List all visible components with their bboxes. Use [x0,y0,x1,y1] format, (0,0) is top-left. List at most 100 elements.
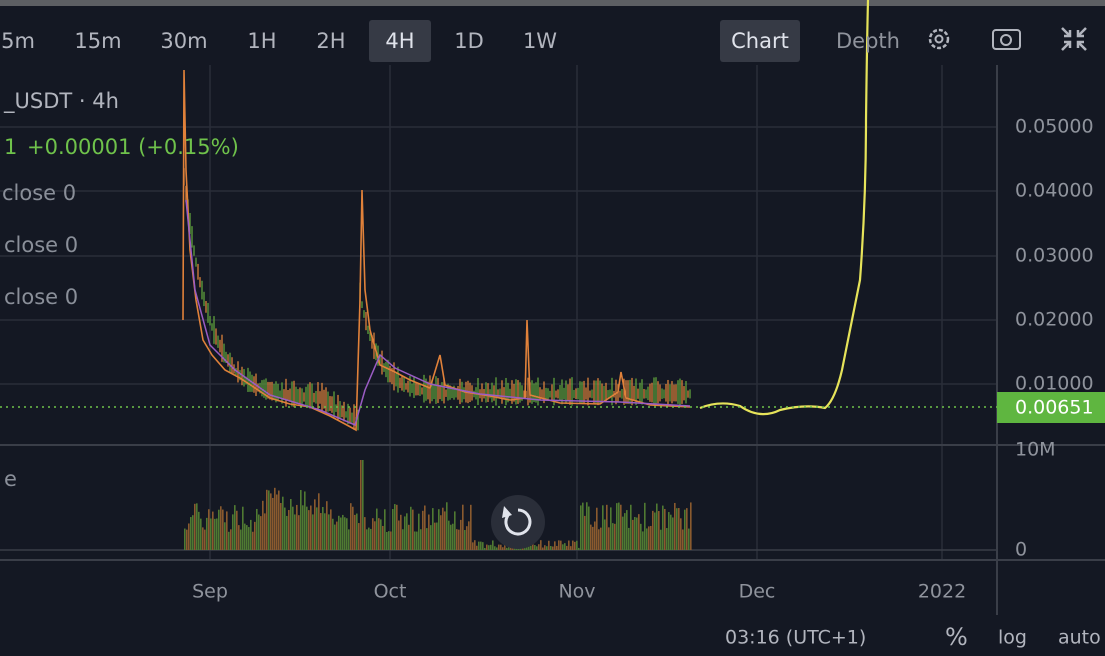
volume-bar [330,509,332,550]
volume-bar [540,540,542,550]
volume-bar [304,491,306,550]
time-tick-label: Sep [192,581,228,603]
change-value: +0.00001 (+0.15%) [27,135,239,159]
volume-bar [664,508,666,550]
volume-bar [292,506,294,550]
volume-bar [278,490,280,550]
volume-bar [460,519,462,550]
indicator-label: close 0 [4,285,78,309]
volume-bar [236,510,238,550]
settings-icon[interactable] [928,28,950,50]
volume-bar [572,540,574,550]
volume-tick-label: 10M [1015,439,1056,461]
time-tick-label: 2022 [918,581,966,603]
footer-time: 03:16 (UTC+1) [725,627,866,649]
volume-bar [264,513,266,550]
volume-bar [272,497,274,550]
volume-bar [300,489,302,550]
interval-button[interactable]: 2H [316,29,345,53]
volume-bar [590,524,592,550]
interval-button[interactable]: 1D [454,29,484,53]
volume-bar [274,487,276,550]
view-button[interactable]: Chart [731,29,789,53]
volume-bar [310,505,312,550]
footer-percent[interactable]: % [945,623,968,651]
volume-bar [660,529,662,550]
volume-bar [496,547,498,550]
volume-bar [552,546,554,550]
collapse-icon[interactable] [1061,27,1087,51]
volume-bar [296,504,298,550]
volume-bar [254,521,256,550]
replay-button-bg[interactable] [491,495,545,549]
volume-bar [260,516,262,550]
volume-bar [198,511,200,550]
interval-button[interactable]: 15m [74,29,121,53]
interval-button[interactable]: 1H [247,29,276,53]
volume-bar [506,547,508,550]
volume-bar [268,490,270,550]
volume-bar [644,502,646,550]
volume-bar [542,547,544,550]
volume-bar [196,503,198,550]
volume-bar [610,507,612,550]
volume-bar [214,518,216,550]
volume-bar [432,508,434,550]
volume-bar [564,543,566,550]
volume-bar [586,502,588,550]
volume-bar [418,513,420,550]
time-tick-label: Nov [558,581,595,603]
volume-bar [436,522,438,550]
volume-bar [234,505,236,550]
replay-button[interactable] [491,495,545,549]
volume-bar [266,489,268,550]
volume-bar [452,523,454,550]
volume-bar [320,513,322,550]
screenshot-icon[interactable] [992,29,1021,50]
volume-bar [420,529,422,550]
interval-button[interactable]: 30m [160,29,207,53]
last-price-label: 0.00651 [1015,397,1094,419]
volume-bar [190,517,192,550]
time-tick-label: Oct [374,581,407,603]
volume-bar [382,525,384,550]
volume-bar [602,505,604,550]
volume-bar [326,501,328,550]
volume-bar [240,529,242,550]
volume-bar [308,510,310,550]
toolbar: 5m 15m 30m 1H 2H 4H 1D 1W Chart Depth [1,20,900,62]
volume-bar [380,519,382,550]
volume-bar [538,544,540,550]
volume-bar [316,507,318,550]
volume-bar [312,514,314,550]
volume-bar [216,518,218,550]
volume-bar [502,547,504,550]
interval-button[interactable]: 1W [523,29,557,53]
volume-bar [634,516,636,550]
price-tick-label: 0.02000 [1015,309,1094,331]
volume-bar [668,512,670,550]
volume-bar [476,545,478,550]
volume-bar [622,516,624,550]
volume-bar [256,508,258,550]
interval-button[interactable]: 4H [385,29,414,53]
volume-bar [342,514,344,550]
volume-bar [232,514,234,550]
volume-bar [658,511,660,550]
volume-bar [684,509,686,550]
interval-button[interactable]: 5m [1,29,35,53]
view-button[interactable]: Depth [836,29,900,53]
active-interval-bg [369,20,431,62]
indicator-label: close 0 [2,181,76,205]
volume-bar [462,504,464,550]
volume-bar [188,523,190,550]
footer-auto[interactable]: auto [1058,627,1101,649]
volume-bar [212,511,214,550]
footer-log[interactable]: log [998,627,1027,649]
volume-bar [568,540,570,550]
volume-bar [408,524,410,550]
indicator-label: close 0 [4,233,78,257]
volume-bar [402,529,404,550]
volume-bar [682,529,684,550]
gear-center [934,34,944,44]
